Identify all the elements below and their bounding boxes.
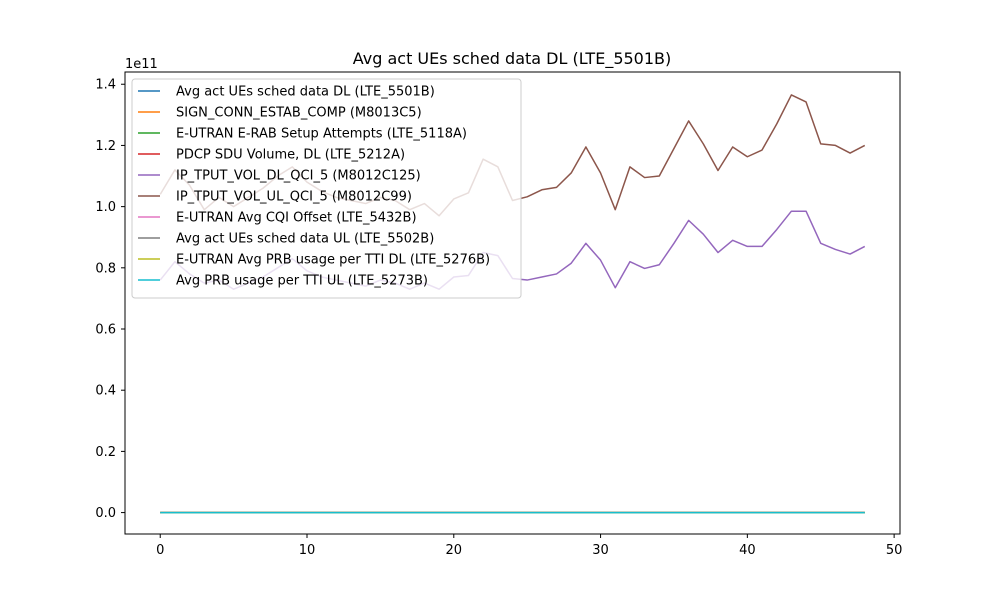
chart-title: Avg act UEs sched data DL (LTE_5501B) bbox=[353, 49, 672, 69]
legend: Avg act UEs sched data DL (LTE_5501B) SIG… bbox=[131, 78, 522, 299]
legend-label-1: Avg act UEs sched data DL (LTE_5501B) bbox=[176, 85, 435, 100]
legend-label-4: PDCP SDU Volume, DL (LTE_5212A) bbox=[176, 148, 405, 163]
legend-box bbox=[131, 78, 522, 299]
x-tick-label: 20 bbox=[446, 543, 463, 558]
legend-label-5: IP_TPUT_VOL_DL_QCI_5 (M8012C125) bbox=[176, 169, 421, 184]
y-tick-label: 0.4 bbox=[95, 384, 116, 399]
y-axis: 0.0 0.2 0.4 0.6 0.8 1.0 1.2 1.4 bbox=[95, 78, 125, 521]
plot-frame bbox=[124, 71, 901, 535]
x-tick-label: 0 bbox=[156, 543, 164, 558]
legend-label-2: SIGN_CONN_ESTAB_COMP (M8013C5) bbox=[176, 106, 422, 121]
y-tick-label: 0.6 bbox=[95, 323, 116, 338]
y-tick-label: 0.2 bbox=[95, 445, 116, 460]
y-axis-scale-label: 1e11 bbox=[125, 57, 158, 72]
y-tick-label: 0.0 bbox=[95, 506, 116, 521]
x-tick-label: 30 bbox=[592, 543, 609, 558]
legend-label-7: E-UTRAN Avg CQI Offset (LTE_5432B) bbox=[176, 211, 417, 226]
y-tick-label: 1.4 bbox=[95, 78, 116, 93]
x-tick-label: 10 bbox=[299, 543, 316, 558]
x-tick-label: 40 bbox=[739, 543, 756, 558]
y-tick-label: 1.0 bbox=[95, 200, 116, 215]
x-axis: 0 10 20 30 40 50 bbox=[156, 534, 902, 558]
y-tick-label: 0.8 bbox=[95, 261, 116, 276]
legend-label-3: E-UTRAN E-RAB Setup Attempts (LTE_5118A) bbox=[176, 127, 467, 142]
legend-label-9: E-UTRAN Avg PRB usage per TTI DL (LTE_52… bbox=[176, 253, 490, 268]
y-tick-label: 1.2 bbox=[95, 139, 116, 154]
legend-label-8: Avg act UEs sched data UL (LTE_5502B) bbox=[176, 232, 434, 247]
legend-label-10: Avg PRB usage per TTI UL (LTE_5273B) bbox=[176, 274, 428, 289]
legend-label-6: IP_TPUT_VOL_UL_QCI_5 (M8012C99) bbox=[176, 190, 412, 205]
x-tick-label: 50 bbox=[886, 543, 903, 558]
